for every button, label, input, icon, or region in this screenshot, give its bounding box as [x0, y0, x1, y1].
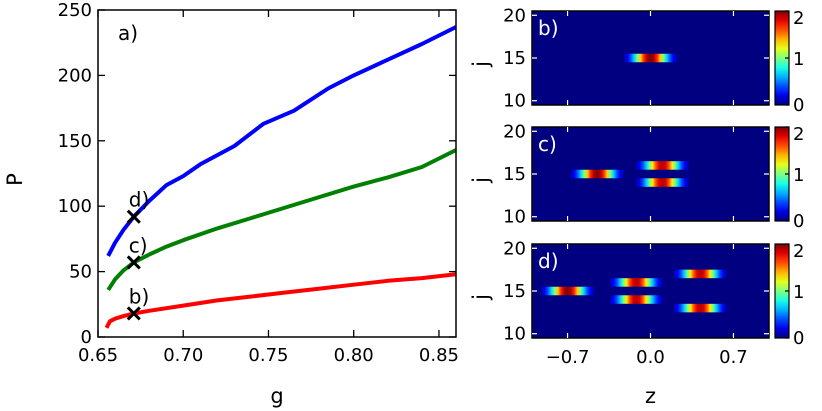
y-axis-title: P — [3, 173, 27, 186]
panel-label-a: a) — [118, 21, 138, 45]
series-line-1 — [106, 148, 456, 291]
plot-frame — [97, 9, 457, 338]
x-tick-label: 0.80 — [334, 345, 374, 366]
y-tick-label: 10 — [503, 207, 526, 228]
panel-label: d) — [538, 249, 559, 273]
heatmap-blob — [636, 161, 689, 170]
colorbar-tick-label: 2 — [793, 8, 804, 29]
series-line-0 — [106, 25, 456, 257]
panel-c: 10 15 20 c) j 0 1 2 — [469, 121, 804, 232]
series-line-2 — [104, 272, 456, 329]
x-axis-title: g — [270, 384, 283, 408]
x-axis-title: z — [645, 384, 656, 408]
colorbar-tick-label: 1 — [793, 282, 804, 303]
x-tick-label: 0.7 — [719, 347, 748, 368]
colorbar-tick-label: 2 — [793, 124, 804, 145]
marker-x — [126, 209, 141, 224]
heatmap-blob — [674, 269, 727, 279]
marker-label: b) — [129, 284, 150, 308]
x-tick-label: 0.70 — [163, 345, 203, 366]
colorbar-tick-label: 1 — [793, 49, 804, 70]
y-axis-title: j — [469, 294, 493, 301]
y-tick-label: 100 — [58, 196, 92, 217]
heatmap-blob — [624, 53, 677, 63]
heatmap-background — [532, 127, 769, 221]
colorbar-tick-label: 0 — [793, 328, 804, 349]
x-tick-label: 0.0 — [636, 347, 665, 368]
y-tick-label: 20 — [503, 121, 526, 142]
heatmap-blob — [541, 286, 594, 296]
y-tick-label: 15 — [503, 281, 526, 302]
heatmap-blob — [610, 278, 663, 287]
y-tick-label: 250 — [58, 0, 92, 21]
y-tick-label: 15 — [503, 164, 526, 185]
series-group — [104, 25, 456, 329]
y-tick-label: 20 — [503, 5, 526, 26]
colorbar-tick-label: 0 — [793, 211, 804, 232]
x-tick-label: 0.65 — [78, 345, 118, 366]
heatmap-blob — [674, 303, 727, 313]
panel-b: 10 15 20 b) j 0 1 2 — [469, 5, 804, 116]
y-axis-title: j — [469, 177, 493, 184]
y-tick-label: 15 — [503, 48, 526, 69]
marker-x — [126, 306, 141, 321]
x-tick-label: −0.7 — [546, 347, 590, 368]
colorbar-tick-label: 2 — [793, 241, 804, 262]
y-tick-label: 10 — [503, 324, 526, 345]
y-tick-label: 0 — [81, 327, 92, 348]
y-tick-label: 200 — [58, 65, 92, 86]
x-tick-label: 0.85 — [419, 345, 459, 366]
x-tick-label: 0.75 — [248, 345, 288, 366]
y-tick-label: 20 — [503, 238, 526, 259]
marker-label: c) — [129, 233, 148, 257]
marker-x — [126, 255, 141, 270]
colorbar-tick-label: 0 — [793, 95, 804, 116]
heatmap-blob — [571, 169, 624, 179]
panel-d: 10 15 20 −0.7 0.0 0.7 d) j z 0 1 2 — [469, 238, 804, 408]
y-tick-label: 150 — [58, 131, 92, 152]
panel-a: 0.65 0.70 0.75 0.80 0.85 0 50 100 150 200 250 d) c) b… — [3, 0, 459, 408]
y-tick-label: 10 — [503, 91, 526, 112]
heatmap-blob — [610, 295, 663, 304]
y-axis-title: j — [469, 61, 493, 68]
panel-label: b) — [538, 16, 559, 40]
heatmap-blob — [636, 178, 689, 187]
colorbar-tick-label: 1 — [793, 165, 804, 186]
panel-label: c) — [538, 132, 557, 156]
marker-label: d) — [129, 188, 150, 212]
y-tick-label: 50 — [69, 262, 92, 283]
